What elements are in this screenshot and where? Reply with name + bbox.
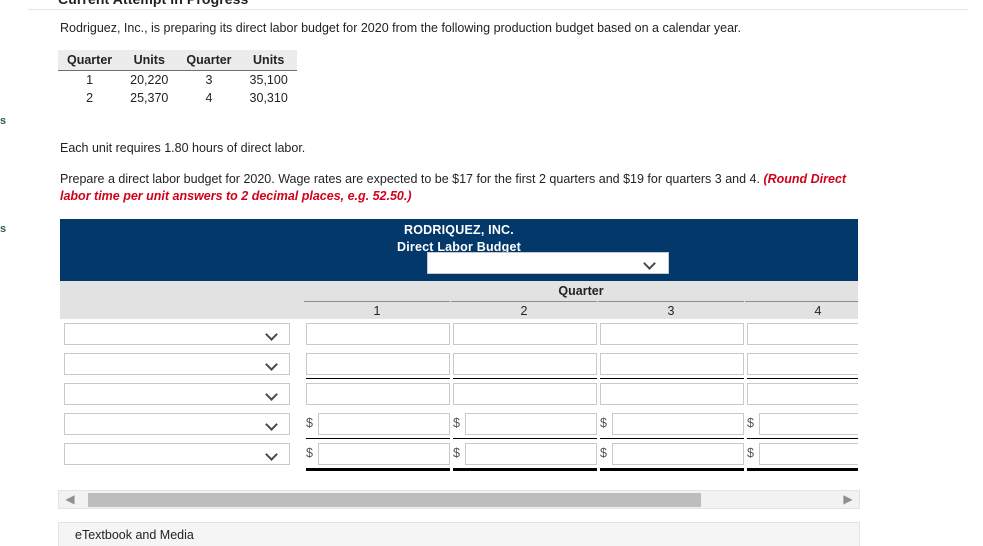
amount-input-r1q1[interactable]: [306, 323, 450, 345]
cell-units-2: 25,370: [130, 91, 169, 105]
scroll-left-arrow-icon[interactable]: ◀: [65, 492, 75, 506]
table-header-row: Quarter Units Quarter Units: [58, 50, 297, 71]
requirement-line-2-main: Prepare a direct labor budget for 2020. …: [60, 172, 764, 186]
row-label-select-1[interactable]: [64, 323, 290, 345]
currency-symbol: $: [600, 446, 607, 460]
row-separator-q3: [600, 378, 744, 379]
amount-input-r2q4[interactable]: [747, 353, 858, 375]
currency-symbol: $: [747, 446, 754, 460]
currency-symbol: $: [747, 416, 754, 430]
attempt-status-heading: Current Attempt in Progress: [58, 0, 248, 7]
chevron-down-icon: [266, 388, 279, 401]
amount-input-r1q3[interactable]: [600, 323, 744, 345]
amount-input-r5q1[interactable]: [318, 443, 450, 465]
amount-input-r5q4[interactable]: [759, 443, 858, 465]
row-separator-q2: [453, 378, 597, 379]
row-label-select-4[interactable]: [64, 413, 290, 435]
table-row: 1 20,220 3 35,100: [58, 71, 297, 90]
worksheet-company-name: RODRIQUEZ, INC.: [404, 223, 514, 237]
row-separator-q1: [306, 438, 450, 439]
column-header-quarter-2: 2: [451, 301, 597, 318]
amount-input-r2q2[interactable]: [453, 353, 597, 375]
scrollbar-thumb[interactable]: [88, 493, 701, 507]
worksheet-row: $ $ $ $: [60, 409, 858, 439]
period-select[interactable]: [427, 252, 669, 274]
amount-input-r4q2[interactable]: [465, 413, 597, 435]
amount-input-r2q3[interactable]: [600, 353, 744, 375]
chevron-down-icon: [266, 418, 279, 431]
worksheet-title-band: RODRIQUEZ, INC. Direct Labor Budget: [60, 219, 858, 281]
amount-input-r4q1[interactable]: [318, 413, 450, 435]
header-divider: [28, 9, 968, 10]
total-separator-q4: [747, 468, 858, 471]
amount-input-r3q2[interactable]: [453, 383, 597, 405]
row-separator-q4: [747, 438, 858, 439]
cell-quarter-3: 3: [205, 73, 213, 87]
amount-input-r2q1[interactable]: [306, 353, 450, 375]
row-separator-q3: [600, 438, 744, 439]
left-gutter-fragment-1: s: [0, 115, 6, 127]
amount-input-r3q4[interactable]: [747, 383, 858, 405]
total-separator-q3: [600, 468, 744, 471]
cell-units-1: 20,220: [130, 73, 169, 87]
amount-input-r1q4[interactable]: [747, 323, 858, 345]
column-header-units-b: Units: [240, 50, 297, 71]
requirement-line-1: Each unit requires 1.80 hours of direct …: [60, 141, 306, 155]
column-header-quarter-4: 4: [745, 301, 858, 318]
currency-symbol: $: [306, 446, 313, 460]
amount-input-r4q3[interactable]: [612, 413, 744, 435]
column-header-quarter-a: Quarter: [58, 50, 122, 71]
rounding-note: (Round Direct labor time per unit answer…: [60, 172, 847, 203]
row-separator-q4: [747, 378, 858, 379]
worksheet-row: [60, 319, 858, 349]
worksheet-row: [60, 349, 858, 379]
cell-units-4: 30,310: [249, 91, 288, 105]
amount-input-r1q2[interactable]: [453, 323, 597, 345]
chevron-down-icon: [266, 328, 279, 341]
question-intro-text: Rodriguez, Inc., is preparing its direct…: [60, 21, 741, 35]
table-row: 2 25,370 4 30,310: [58, 89, 297, 107]
quarter-header-band: Quarter 1 2 3 4: [60, 281, 858, 319]
cell-quarter-4: 4: [205, 91, 213, 105]
worksheet-statement-name: Direct Labor Budget: [397, 240, 521, 254]
quarter-group-label: Quarter: [558, 284, 604, 298]
left-gutter-fragment-2: s: [0, 223, 6, 235]
requirement-line-2: Prepare a direct labor budget for 2020. …: [60, 171, 860, 205]
chevron-down-icon: [266, 358, 279, 371]
currency-symbol: $: [453, 446, 460, 460]
worksheet-body: $ $ $ $ $ $ $ $: [60, 319, 858, 481]
column-header-quarter-1: 1: [304, 301, 450, 318]
currency-symbol: $: [453, 416, 460, 430]
column-header-quarter-b: Quarter: [177, 50, 241, 71]
production-budget-table: Quarter Units Quarter Units 1 20,220 3 3…: [58, 50, 297, 107]
column-header-quarter-3: 3: [598, 301, 744, 318]
cell-units-3: 35,100: [249, 73, 288, 87]
etextbook-media-panel[interactable]: eTextbook and Media: [58, 522, 860, 546]
chevron-down-icon: [266, 448, 279, 461]
etextbook-media-label: eTextbook and Media: [75, 528, 194, 542]
row-separator-q1: [306, 378, 450, 379]
row-separator-q2: [453, 438, 597, 439]
amount-input-r3q3[interactable]: [600, 383, 744, 405]
row-label-select-5[interactable]: [64, 443, 290, 465]
amount-input-r3q1[interactable]: [306, 383, 450, 405]
direct-labor-budget-worksheet: RODRIQUEZ, INC. Direct Labor Budget Quar…: [60, 219, 858, 481]
chevron-down-icon: [644, 257, 657, 270]
worksheet-row: [60, 379, 858, 409]
horizontal-scrollbar[interactable]: ◀ ▶: [58, 490, 860, 509]
worksheet-row: $ $ $ $: [60, 439, 858, 471]
row-label-select-2[interactable]: [64, 353, 290, 375]
amount-input-r4q4[interactable]: [759, 413, 858, 435]
row-label-select-3[interactable]: [64, 383, 290, 405]
amount-input-r5q2[interactable]: [465, 443, 597, 465]
column-header-units-a: Units: [121, 50, 178, 71]
cell-quarter-1: 1: [86, 73, 94, 87]
currency-symbol: $: [600, 416, 607, 430]
total-separator-q1: [306, 468, 450, 471]
total-separator-q2: [453, 468, 597, 471]
amount-input-r5q3[interactable]: [612, 443, 744, 465]
cell-quarter-2: 2: [86, 91, 94, 105]
scroll-right-arrow-icon[interactable]: ▶: [843, 492, 853, 506]
currency-symbol: $: [306, 416, 313, 430]
